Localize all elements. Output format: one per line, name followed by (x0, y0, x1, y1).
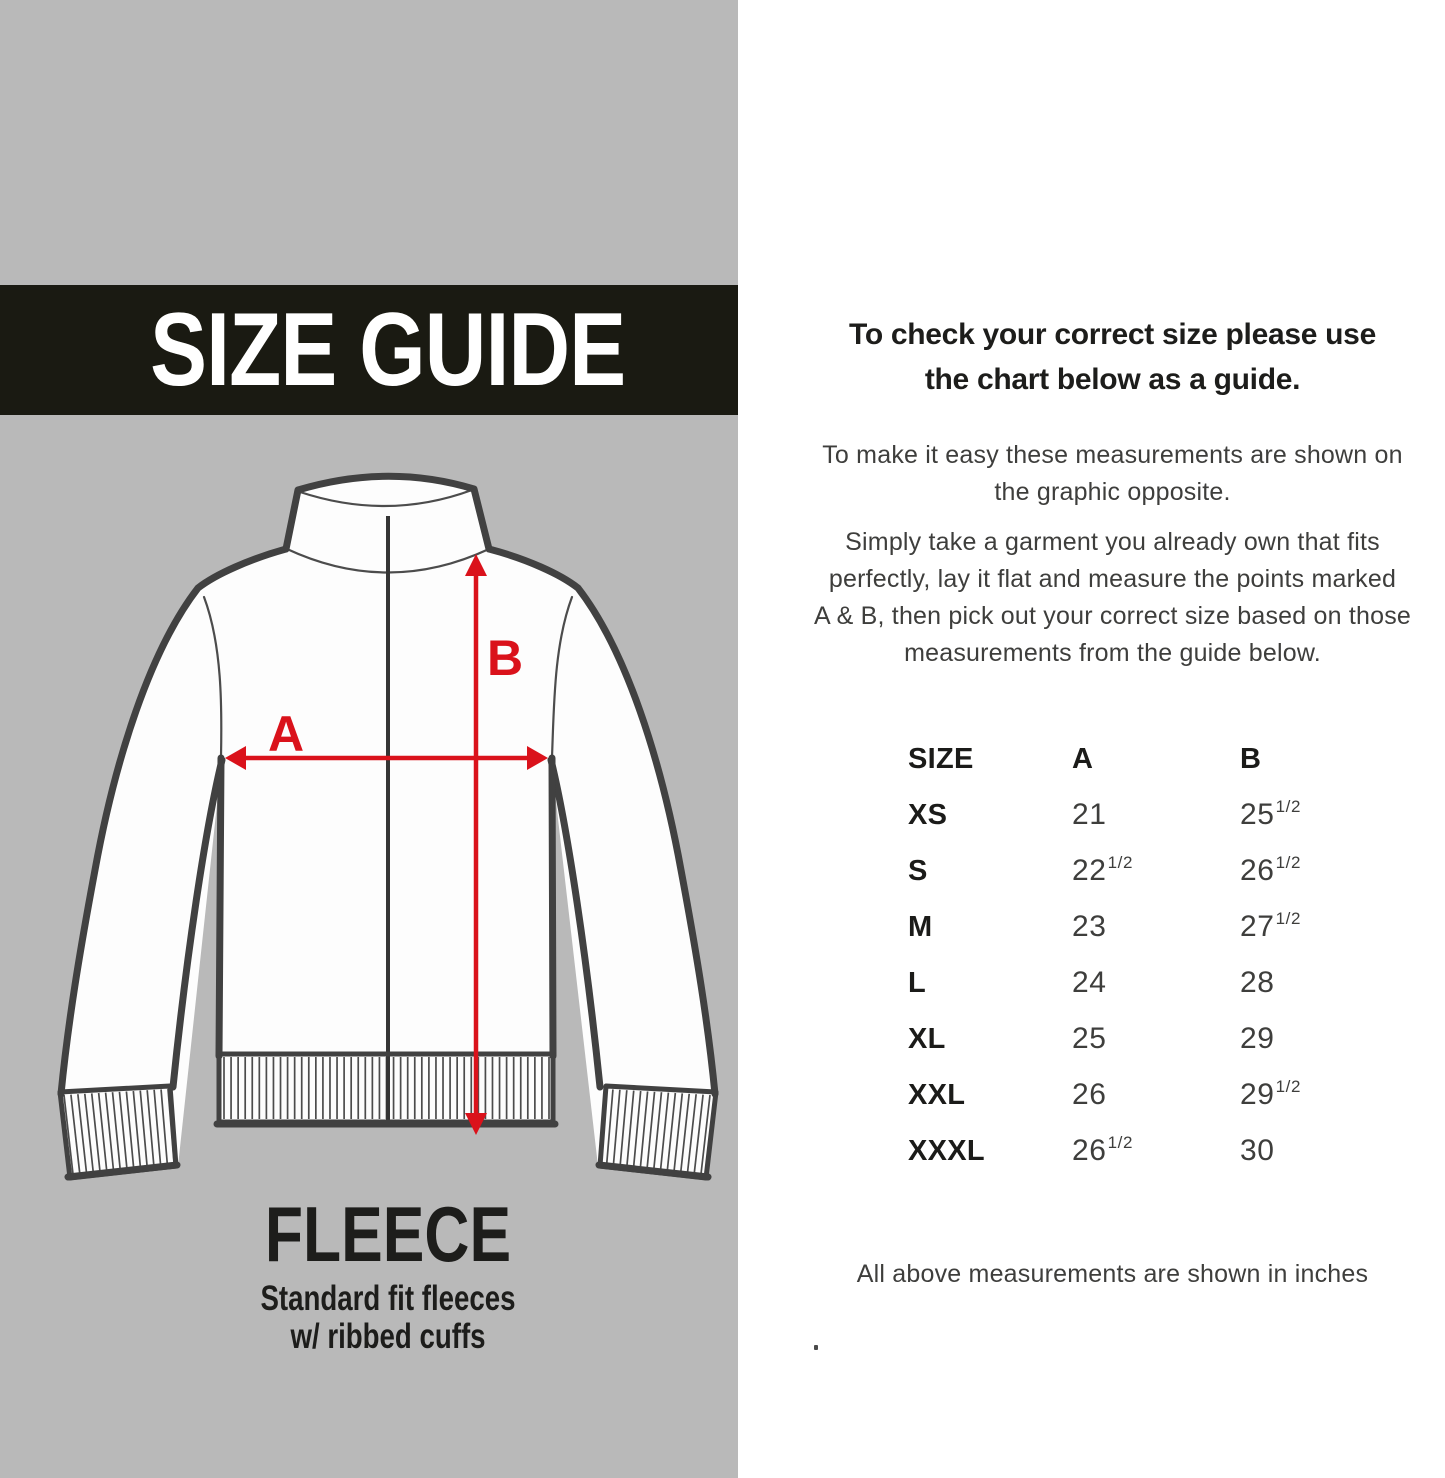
arrow-b-bottom-head (465, 1113, 487, 1135)
value-b-xs: 251/2 (1240, 797, 1302, 831)
size-label-xs: XS (908, 799, 948, 831)
right-cuff-ribbing (599, 1088, 711, 1175)
fraction: 1/2 (1275, 909, 1302, 928)
left-shoulder-sleeve-outline (57, 545, 290, 1098)
rib-line (118, 1091, 128, 1169)
left-raglan-seam (202, 595, 223, 759)
rib-line (104, 1092, 115, 1170)
fraction: 1/2 (1275, 797, 1302, 816)
size-label-xl: XL (908, 1023, 946, 1055)
rib-line (653, 1092, 663, 1169)
size-label-xxxl: XXXL (908, 1135, 985, 1167)
value-b-xl: 29 (1240, 1022, 1275, 1055)
collar-outline (282, 472, 493, 553)
right-shoulder-sleeve-outline (485, 545, 719, 1098)
rib-line (626, 1090, 635, 1167)
right-cuff-bottom-edge (595, 1161, 712, 1181)
rib-line (63, 1094, 74, 1175)
measurement-label-a: A (268, 706, 304, 762)
value-b-xxxl: 30 (1240, 1134, 1275, 1167)
value-a-s: 221/2 (1072, 853, 1134, 887)
rib-line (160, 1089, 169, 1164)
value-a-xxxl: 261/2 (1072, 1133, 1134, 1167)
value-a-xs: 21 (1072, 798, 1107, 831)
product-description: Standard fit fleeces w/ ribbed cuffs (260, 1279, 516, 1356)
rib-line (90, 1093, 101, 1172)
right-raglan-seam (550, 595, 574, 759)
table-header-b: B (1240, 743, 1262, 775)
value-b-m: 271/2 (1240, 909, 1302, 943)
left-inner-sleeve-outline (169, 756, 226, 1091)
rib-line (125, 1091, 135, 1168)
arrow-a-right-head (527, 746, 548, 770)
rib-line (146, 1090, 155, 1166)
rib-line (673, 1093, 684, 1172)
arrow-a-left-head (225, 746, 246, 770)
rib-line (700, 1094, 711, 1175)
rib-line (693, 1094, 704, 1174)
value-a-xl: 25 (1072, 1022, 1107, 1055)
size-label-s: S (908, 855, 928, 887)
fraction: 1/2 (1107, 1133, 1134, 1152)
rib-line (83, 1093, 95, 1172)
rib-line (139, 1090, 148, 1167)
body-right-outline (548, 754, 557, 1060)
stray-mark (814, 1345, 818, 1350)
left-cuff-bottom-edge (64, 1161, 181, 1181)
value-a-l: 24 (1072, 966, 1107, 999)
rib-line (97, 1092, 108, 1171)
product-name: FLEECE (264, 1190, 512, 1278)
rib-line (612, 1089, 621, 1165)
rib-line (639, 1091, 649, 1168)
product-info: FLEECE Standard fit fleeces w/ ribbed cu… (38, 1190, 738, 1356)
hem-ribbing (223, 1057, 550, 1119)
fraction: 1/2 (1107, 853, 1134, 872)
rib-line (666, 1092, 677, 1171)
size-label-xxl: XXL (908, 1079, 966, 1111)
rib-line (646, 1091, 656, 1169)
collar-inner-seam (298, 488, 474, 508)
guide-heading: To check your correct size please use th… (849, 318, 1376, 396)
rib-line (132, 1090, 142, 1167)
guide-intro: To make it easy these measurements are s… (822, 441, 1403, 506)
body-left-outline (215, 754, 225, 1060)
size-guide-banner: SIZE GUIDE (0, 285, 738, 415)
measurement-label-b: B (487, 630, 523, 686)
size-table: SIZE A B XS 21 251/2 S 221/2 261/2 M 23 271/2 L 24 28 X… (908, 733, 1380, 1181)
rib-line (77, 1094, 88, 1173)
rib-line (605, 1089, 614, 1164)
left-panel: SIZE GUIDE (0, 0, 738, 1478)
value-a-m: 23 (1072, 910, 1107, 943)
rib-line (153, 1089, 162, 1165)
size-label-l: L (908, 967, 927, 999)
rib-line (619, 1090, 628, 1166)
right-panel: To check your correct size please use th… (738, 0, 1445, 1478)
value-a-xxl: 26 (1072, 1078, 1107, 1111)
units-note: All above measurements are shown in inch… (856, 1260, 1369, 1288)
rib-line (111, 1092, 121, 1169)
banner-title: SIZE GUIDE (150, 292, 626, 408)
table-header-a: A (1072, 743, 1094, 775)
rib-line (686, 1094, 697, 1173)
guide-instructions: Simply take a garment you already own th… (813, 528, 1412, 667)
rib-line (679, 1093, 691, 1172)
value-b-xxl: 291/2 (1240, 1077, 1302, 1111)
fraction: 1/2 (1275, 853, 1302, 872)
fleece-measurement-diagram: A B (57, 472, 719, 1181)
rib-line (70, 1094, 81, 1174)
right-inner-sleeve-outline (547, 756, 604, 1091)
table-header-size: SIZE (908, 743, 974, 775)
size-label-m: M (908, 911, 933, 943)
value-b-l: 28 (1240, 966, 1275, 999)
value-b-s: 261/2 (1240, 853, 1302, 887)
rib-line (632, 1090, 642, 1167)
fraction: 1/2 (1275, 1077, 1302, 1096)
arrow-b-top-head (465, 554, 487, 576)
rib-line (659, 1092, 670, 1170)
